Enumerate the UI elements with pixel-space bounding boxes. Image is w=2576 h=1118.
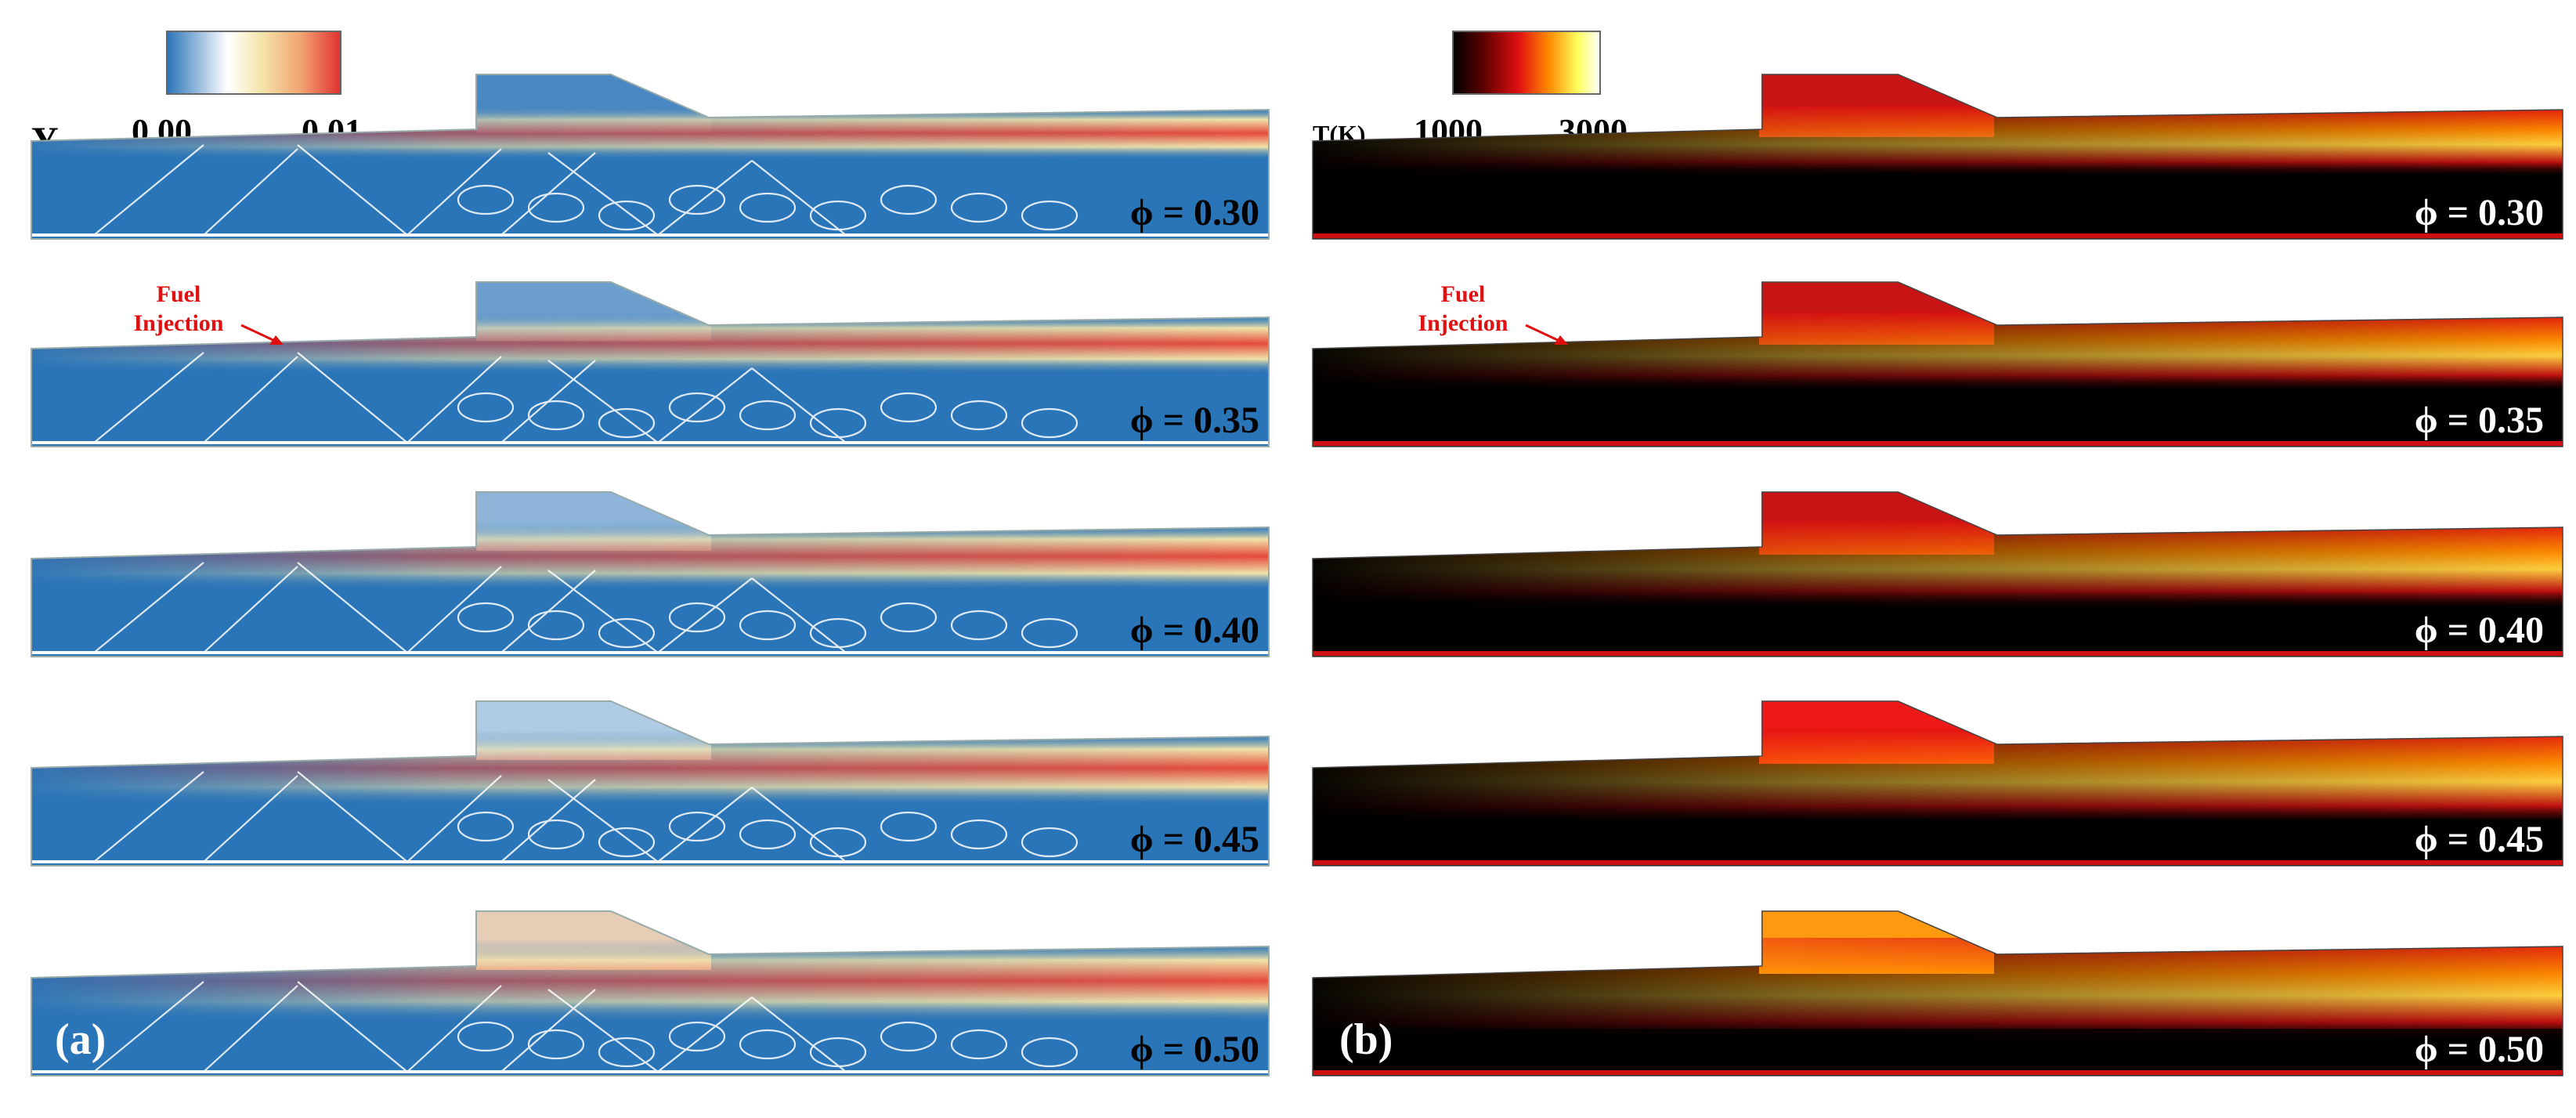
panel-a: 0.00 0.01 YOH ϕ = 0.30ϕ = 0.35ϕ = 0.40ϕ … (31, 31, 1270, 1076)
phi-label-b-1: ϕ = 0.30 (2415, 192, 2544, 233)
contour-strip-a-5: ϕ = 0.50 (31, 910, 1270, 1076)
panel-letter-b: (b) (1339, 1015, 1393, 1064)
fuel-injection-label-a-2: Injection (134, 310, 224, 336)
fuel-injection-label-a-1: Fuel (157, 281, 201, 307)
contour-strip-b-3: ϕ = 0.40 (1312, 491, 2563, 657)
phi-label-b-4: ϕ = 0.45 (2415, 819, 2544, 860)
colorbar-b (1452, 31, 1601, 95)
phi-label-a-3: ϕ = 0.40 (1130, 610, 1259, 651)
contour-strip-b-4: ϕ = 0.45 (1312, 700, 2563, 867)
fuel-injection-arrow-b (1525, 324, 1563, 344)
fuel-injection-arrowhead-a (269, 335, 284, 345)
contour-strip-a-3: ϕ = 0.40 (31, 491, 1270, 657)
contour-strip-a-2: ϕ = 0.35 (31, 281, 1270, 447)
phi-label-b-2: ϕ = 0.35 (2415, 400, 2544, 441)
contour-strip-b-2: ϕ = 0.35 (1312, 281, 2563, 447)
phi-label-a-2: ϕ = 0.35 (1130, 400, 1259, 441)
panel-letter-a: (a) (55, 1015, 106, 1064)
fuel-injection-label-b-1: Fuel (1441, 281, 1486, 307)
colorbar-a (166, 31, 341, 95)
contour-strip-b-5: ϕ = 0.50 (1312, 910, 2563, 1076)
phi-label-a-1: ϕ = 0.30 (1130, 192, 1259, 233)
panel-b: 1000 3000 T(K) ϕ = 0.30ϕ = 0.35ϕ = 0.40ϕ… (1312, 31, 2563, 1076)
phi-label-a-5: ϕ = 0.50 (1130, 1029, 1259, 1070)
contour-strip-a-4: ϕ = 0.45 (31, 700, 1270, 867)
fuel-injection-arrowhead-b (1554, 335, 1568, 345)
phi-label-b-5: ϕ = 0.50 (2415, 1029, 2544, 1070)
contour-strip-a-1: ϕ = 0.30 (31, 74, 1270, 240)
fuel-injection-arrow-a (240, 324, 279, 344)
contour-strip-b-1: ϕ = 0.30 (1312, 74, 2563, 240)
phi-label-b-3: ϕ = 0.40 (2415, 610, 2544, 651)
phi-label-a-4: ϕ = 0.45 (1130, 819, 1259, 860)
fuel-injection-label-b-2: Injection (1418, 310, 1508, 336)
